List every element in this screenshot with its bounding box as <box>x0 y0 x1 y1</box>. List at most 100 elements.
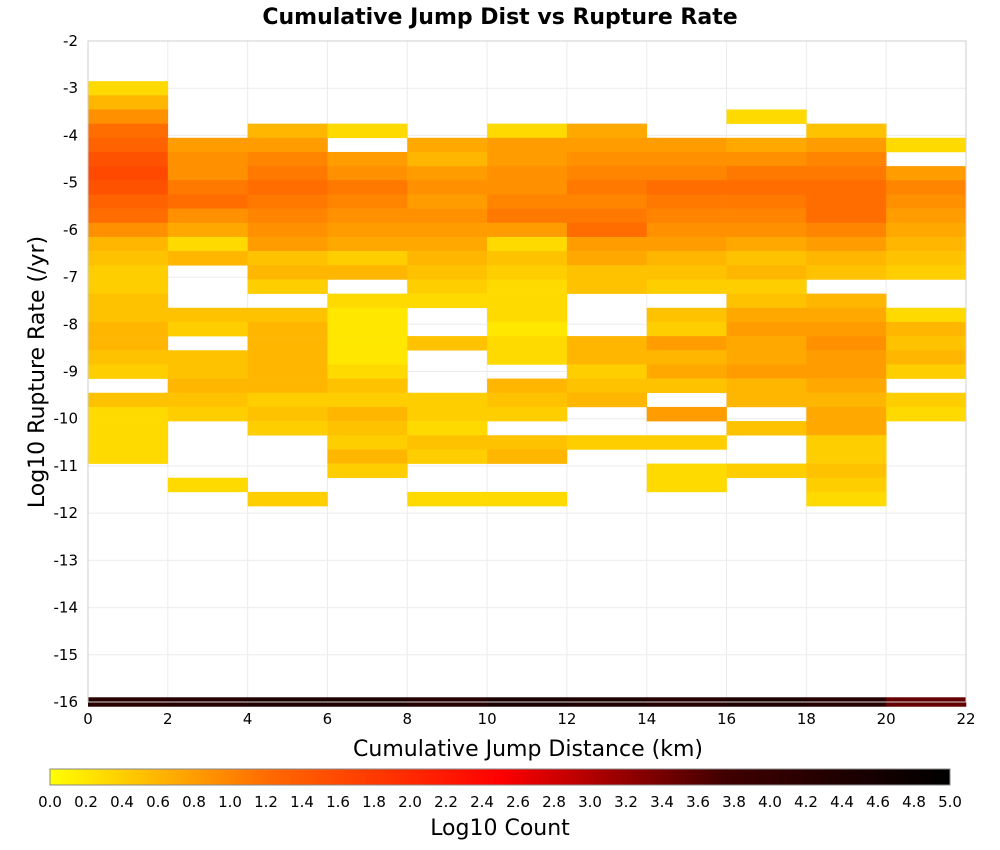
colorbar-tick-label: 2.0 <box>398 793 422 811</box>
y-tick-label: -8 <box>63 315 78 333</box>
heatmap-cell <box>407 406 488 422</box>
heatmap-cell <box>646 222 727 238</box>
heatmap-cell <box>726 307 807 323</box>
heatmap-cell <box>167 392 248 408</box>
heatmap-cell <box>327 350 408 365</box>
heatmap-cell <box>247 350 328 365</box>
colorbar-tick-label: 1.8 <box>362 793 386 811</box>
colorbar-tick-labels: 0.0 0.2 0.4 0.6 0.8 1.0 1.2 1.4 1.6 1.8 2.0 2.2 2.4 2… <box>38 793 962 811</box>
heatmap-cell <box>806 151 887 167</box>
x-tick-label: 8 <box>402 710 412 728</box>
heatmap-cell <box>88 350 169 365</box>
heatmap-cell <box>566 151 648 167</box>
heatmap-cell <box>247 222 328 238</box>
heatmap-cell <box>247 180 328 195</box>
heatmap-cell <box>886 364 967 379</box>
heatmap-cell <box>88 307 169 323</box>
heatmap-cell <box>88 151 169 167</box>
heatmap-cell <box>806 392 887 408</box>
heatmap-cell <box>487 137 568 153</box>
heatmap-cell <box>407 435 488 450</box>
x-tick-label: 20 <box>877 710 896 728</box>
heatmap-cell <box>407 137 488 153</box>
heatmap-cell <box>646 477 727 493</box>
heatmap-cell <box>726 392 807 408</box>
heatmap-cell <box>646 435 727 450</box>
y-axis-label: Log10 Rupture Rate (/yr) <box>25 236 50 508</box>
heatmap-cell <box>806 194 887 209</box>
heatmap-cell <box>327 435 408 450</box>
heatmap-cell <box>487 166 568 181</box>
heatmap-cell <box>167 222 248 238</box>
heatmap-cell <box>88 321 169 337</box>
y-tick-label: -7 <box>63 268 78 286</box>
heatmap-cell <box>487 293 568 309</box>
heatmap-cell <box>487 279 568 294</box>
heatmap-cell <box>566 435 648 450</box>
heatmap-cell <box>487 236 568 252</box>
heatmap-cell <box>886 180 967 195</box>
heatmap-cell <box>566 208 648 224</box>
heatmap-cell <box>247 307 328 323</box>
y-tick-label: -9 <box>63 363 78 381</box>
colorbar-label: Log10 Count <box>430 816 570 841</box>
heatmap-cell <box>726 265 807 280</box>
heatmap-cell <box>407 208 488 224</box>
y-tick-label: -2 <box>63 32 78 50</box>
heatmap-cell <box>726 364 807 379</box>
colorbar-tick-label: 4.4 <box>830 793 854 811</box>
heatmap-cell <box>726 109 807 124</box>
colorbar-tick-label: 3.8 <box>722 793 746 811</box>
heatmap-cell <box>487 251 568 266</box>
heatmap-cell <box>88 180 169 195</box>
heatmap-cell <box>806 421 887 436</box>
heatmap-cell <box>247 166 328 181</box>
colorbar-tick-label: 5.0 <box>938 793 962 811</box>
colorbar-tick-label: 0.2 <box>74 793 98 811</box>
heatmap-cell <box>886 265 967 280</box>
heatmap-cells <box>88 81 967 707</box>
heatmap-cell <box>247 208 328 224</box>
heatmap-cell <box>88 336 169 351</box>
x-tick-label: 4 <box>243 710 253 728</box>
heatmap-cell <box>327 208 408 224</box>
heatmap-cell <box>167 364 248 379</box>
colorbar-tick-label: 0.4 <box>110 793 134 811</box>
heatmap-cell <box>88 392 169 408</box>
heatmap-cell <box>886 137 967 153</box>
heatmap-cell <box>646 321 727 337</box>
y-tick-label: -4 <box>63 126 78 144</box>
heatmap-cell <box>407 421 488 436</box>
heatmap-cell <box>167 321 248 337</box>
x-tick-label: 10 <box>478 710 497 728</box>
heatmap-cell <box>726 222 807 238</box>
heatmap-cell <box>726 236 807 252</box>
colorbar-tick-label: 4.6 <box>866 793 890 811</box>
heatmap-cell <box>726 378 807 394</box>
heatmap-cell <box>726 180 807 195</box>
heatmap-cell <box>88 208 169 224</box>
heatmap-cell <box>167 236 248 252</box>
heatmap-cell <box>566 279 648 294</box>
heatmap-cell <box>806 251 887 266</box>
colorbar-tick-label: 1.2 <box>254 793 278 811</box>
heatmap-cell <box>806 491 887 507</box>
heatmap-cell <box>566 251 648 266</box>
heatmap-cell <box>806 236 887 252</box>
heatmap-cell <box>407 279 488 294</box>
heatmap-cell <box>247 421 328 436</box>
y-tick-label: -14 <box>54 599 79 617</box>
heatmap-cell <box>726 321 807 337</box>
heatmap-cell <box>327 251 408 266</box>
heatmap-cell <box>566 222 648 238</box>
heatmap-cell <box>726 279 807 294</box>
heatmap-cell <box>566 378 648 394</box>
heatmap-cell <box>88 123 169 139</box>
heatmap-cell <box>167 477 248 493</box>
heatmap-cell <box>487 435 568 450</box>
heatmap-cell <box>806 435 887 450</box>
heatmap-cell <box>327 123 408 139</box>
heatmap-cell <box>88 194 169 209</box>
colorbar <box>49 768 951 786</box>
heatmap-cell <box>806 350 887 365</box>
